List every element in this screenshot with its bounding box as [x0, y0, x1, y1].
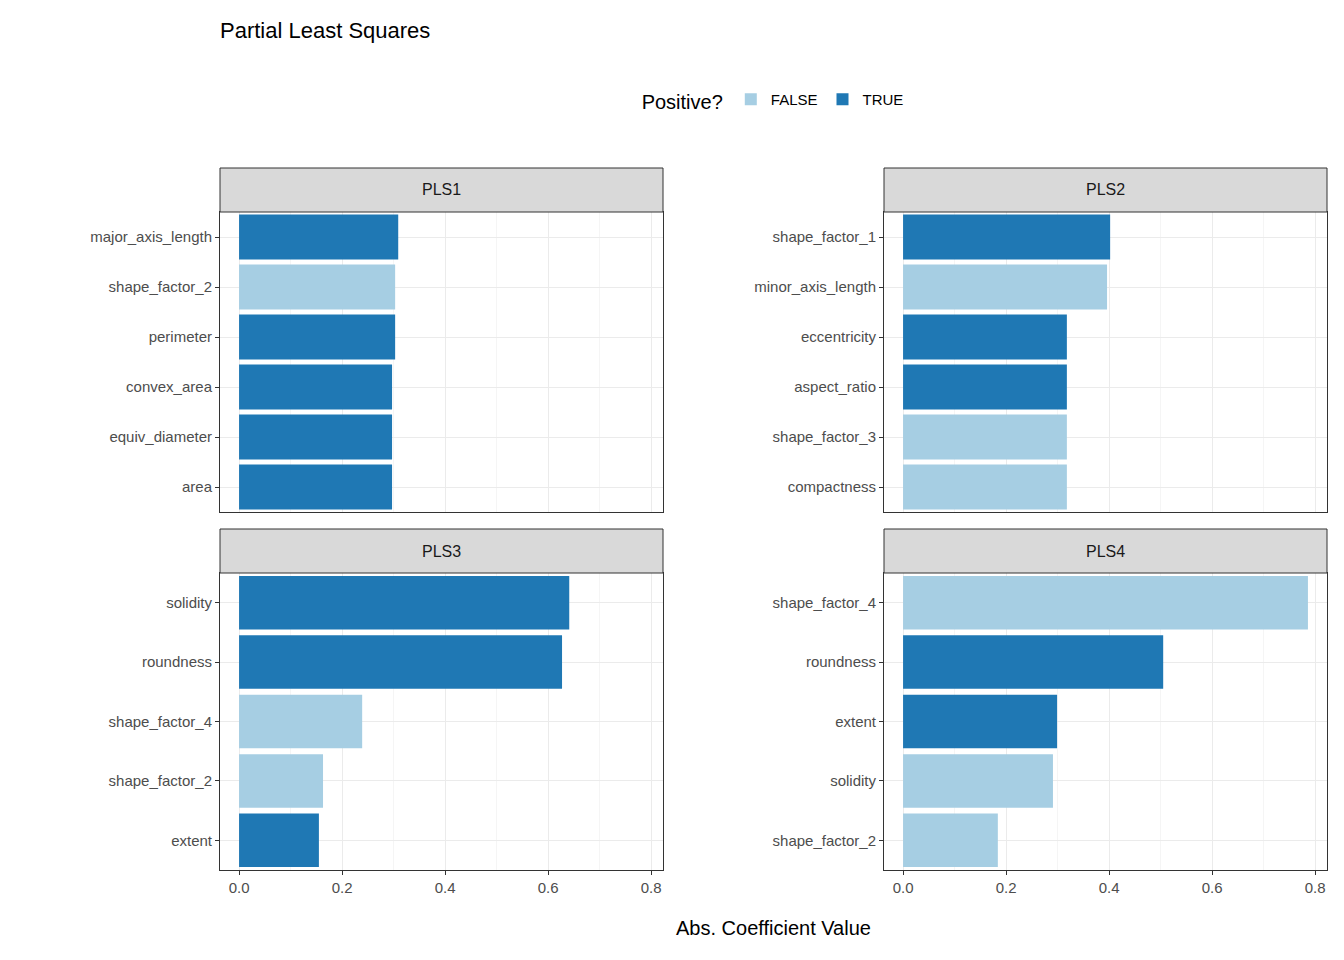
svg-text:shape_factor_4: shape_factor_4: [109, 713, 212, 730]
svg-text:0.8: 0.8: [641, 879, 662, 896]
svg-text:Positive?: Positive?: [642, 91, 723, 113]
svg-text:convex_area: convex_area: [126, 378, 213, 395]
svg-text:roundness: roundness: [806, 653, 876, 670]
svg-text:shape_factor_3: shape_factor_3: [773, 428, 876, 445]
svg-text:0.6: 0.6: [538, 879, 559, 896]
svg-text:0.2: 0.2: [332, 879, 353, 896]
svg-text:compactness: compactness: [788, 478, 876, 495]
svg-text:shape_factor_2: shape_factor_2: [109, 772, 212, 789]
svg-text:eccentricity: eccentricity: [801, 328, 877, 345]
svg-text:equiv_diameter: equiv_diameter: [109, 428, 212, 445]
svg-text:perimeter: perimeter: [149, 328, 212, 345]
svg-text:solidity: solidity: [830, 772, 876, 789]
svg-text:0.2: 0.2: [996, 879, 1017, 896]
svg-text:major_axis_length: major_axis_length: [90, 228, 212, 245]
svg-text:solidity: solidity: [166, 594, 212, 611]
svg-text:FALSE: FALSE: [771, 91, 818, 108]
svg-text:PLS2: PLS2: [1086, 181, 1125, 198]
svg-text:0.8: 0.8: [1305, 879, 1326, 896]
svg-text:PLS4: PLS4: [1086, 543, 1125, 560]
svg-text:minor_axis_length: minor_axis_length: [754, 278, 876, 295]
svg-text:area: area: [182, 478, 213, 495]
svg-text:0.4: 0.4: [435, 879, 456, 896]
svg-text:shape_factor_4: shape_factor_4: [773, 594, 876, 611]
svg-text:shape_factor_2: shape_factor_2: [109, 278, 212, 295]
svg-text:PLS3: PLS3: [422, 543, 461, 560]
svg-text:PLS1: PLS1: [422, 181, 461, 198]
svg-text:0.4: 0.4: [1099, 879, 1120, 896]
svg-text:roundness: roundness: [142, 653, 212, 670]
svg-text:0.6: 0.6: [1202, 879, 1223, 896]
svg-text:Abs. Coefficient Value: Abs. Coefficient Value: [676, 917, 871, 939]
svg-text:Partial Least Squares: Partial Least Squares: [220, 18, 430, 43]
svg-text:extent: extent: [835, 713, 877, 730]
svg-text:aspect_ratio: aspect_ratio: [794, 378, 876, 395]
svg-text:0.0: 0.0: [229, 879, 250, 896]
svg-text:TRUE: TRUE: [863, 91, 904, 108]
svg-text:0.0: 0.0: [893, 879, 914, 896]
svg-text:extent: extent: [171, 832, 213, 849]
svg-text:shape_factor_2: shape_factor_2: [773, 832, 876, 849]
svg-text:shape_factor_1: shape_factor_1: [773, 228, 876, 245]
